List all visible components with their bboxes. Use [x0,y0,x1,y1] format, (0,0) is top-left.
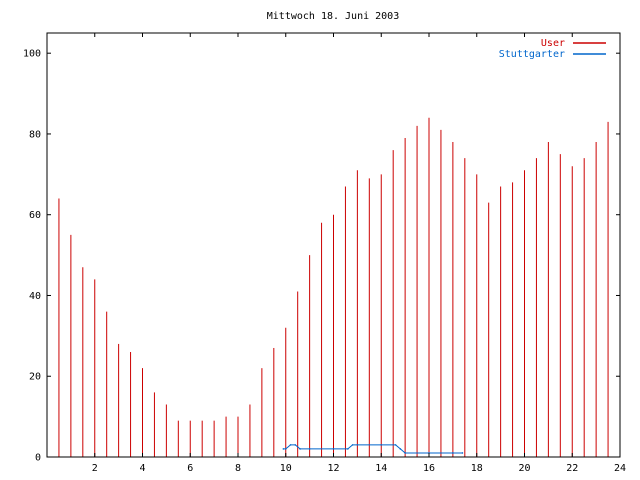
user-bars [46,93,621,457]
stuttgarter-point [332,448,335,450]
x-tick-label: 24 [614,463,626,474]
y-tick-label: 20 [29,372,41,383]
y-tick-label: 0 [35,453,41,464]
x-tick-label: 6 [187,463,193,474]
stuttgarter-point [299,448,301,450]
chart-title: Mittwoch 18. Juni 2003 [267,11,399,22]
legend: User Stuttgarter [499,38,606,60]
x-tick-label: 18 [471,463,483,474]
legend-label-user: User [541,38,565,49]
x-tick-label: 2 [92,463,98,474]
stuttgarter-point [404,452,406,454]
y-tick-label: 80 [29,129,41,140]
stuttgarter-point [347,448,349,450]
stuttgarter-point [294,444,297,446]
stuttgarter-point [289,444,292,446]
stuttgarter-point [399,448,402,450]
stuttgarter-point [282,448,285,450]
y-tick-label: 100 [23,49,41,60]
stuttgarter-point [351,444,354,446]
x-tick-label: 14 [375,463,387,474]
x-tick-label: 4 [139,463,145,474]
stuttgarter-point [461,452,464,454]
x-tick-label: 22 [566,463,578,474]
stuttgarter-point [380,444,383,446]
x-tick-label: 20 [518,463,530,474]
legend-label-stuttgarter: Stuttgarter [499,49,565,60]
y-tick-label: 40 [29,291,41,302]
x-tick-label: 12 [327,463,339,474]
stuttgarter-point [308,448,311,450]
stuttgarter-point [356,444,359,446]
stuttgarter-point [394,444,397,446]
x-tick-label: 10 [280,463,292,474]
y-tick-label: 60 [29,210,41,221]
stuttgarter-point [284,448,287,450]
x-tick-label: 16 [423,463,435,474]
stuttgarter-point [452,452,454,454]
x-tick-label: 8 [235,463,241,474]
